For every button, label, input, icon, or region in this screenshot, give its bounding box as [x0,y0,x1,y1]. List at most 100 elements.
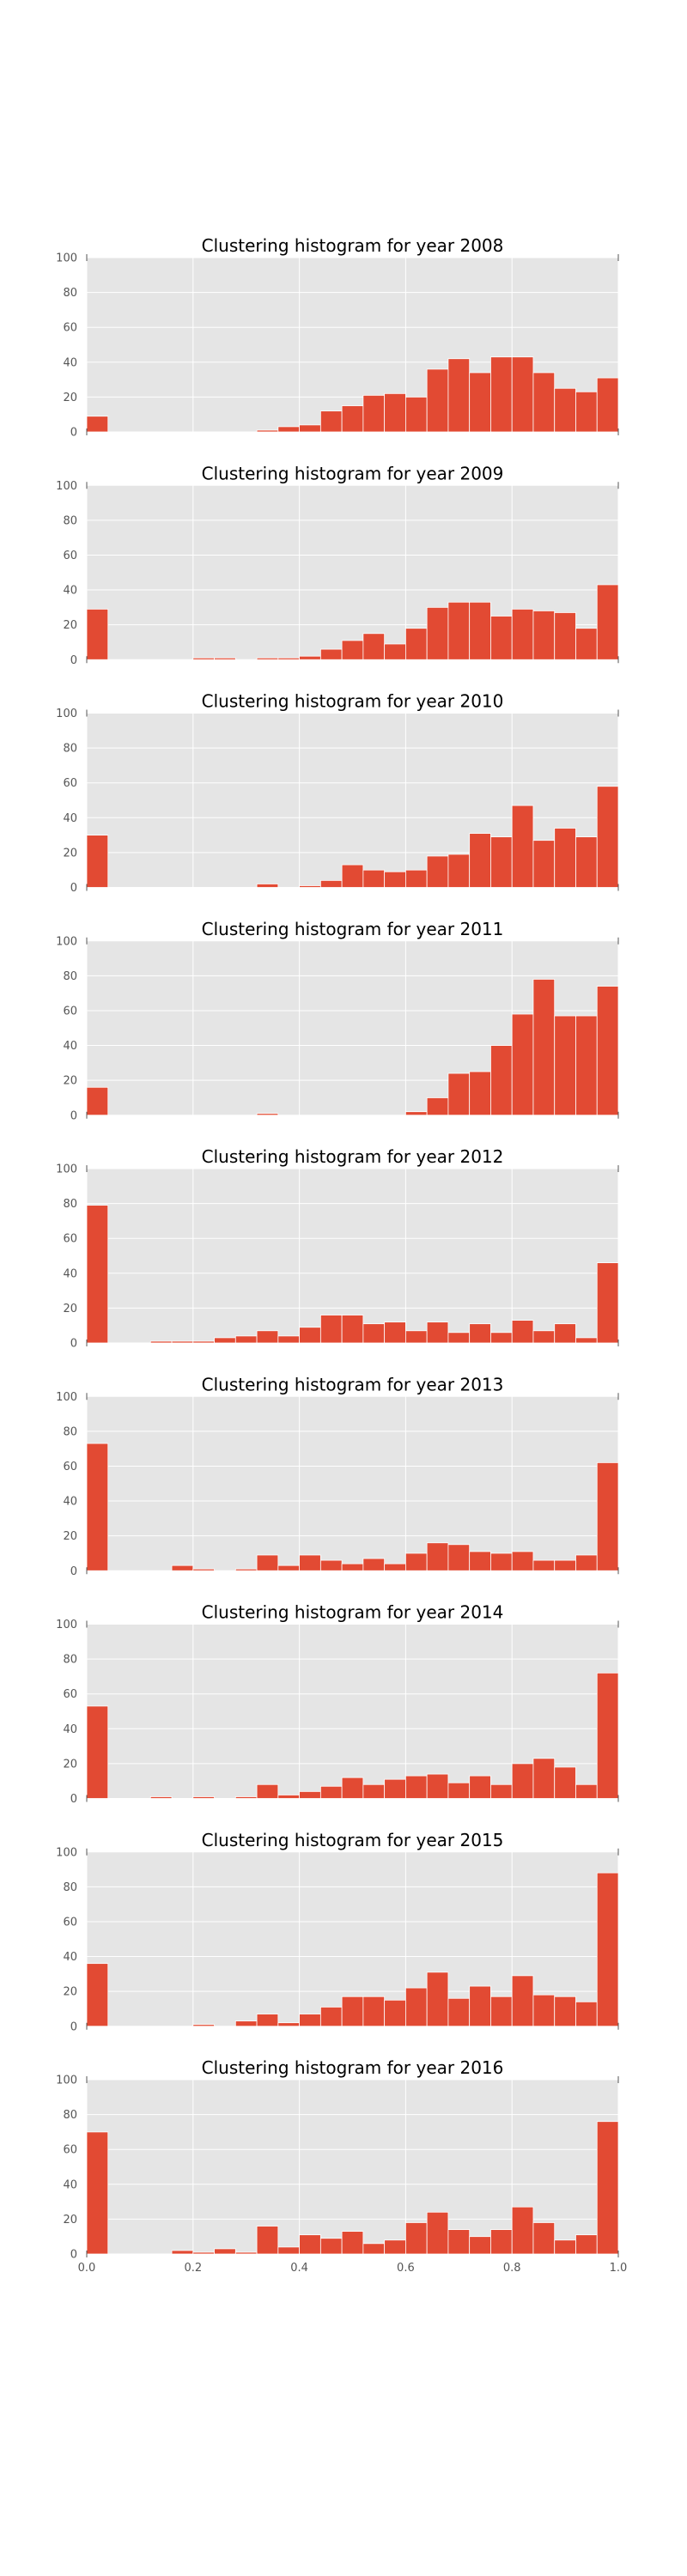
histogram-bar [469,1985,491,2027]
panel-title: Clustering histogram for year 2008 [202,235,504,256]
y-tick-label: 0 [70,427,77,440]
histogram-bar [341,864,364,888]
y-tick-label: 80 [63,1198,77,1211]
histogram-bar [277,1564,300,1571]
panel-title: Clustering histogram for year 2015 [202,1830,504,1850]
histogram-bar [404,396,428,433]
y-tick-label: 40 [63,1723,77,1736]
histogram-bar [469,1775,491,1799]
histogram-bar [575,2001,598,2027]
histogram-bar [532,372,556,433]
histogram-bar [596,1872,619,2027]
histogram-bar [384,1778,406,1799]
histogram-bar [86,1705,109,1799]
histogram-bar [256,1783,279,1799]
histogram-bar [362,633,386,660]
histogram-bar [192,2251,215,2255]
histogram-bar [149,1796,173,1799]
histogram-bar [469,601,491,660]
histogram-panel: Clustering histogram for year 2015 0 20 40 6… [56,1830,619,2033]
histogram-bar [341,1563,364,1571]
histogram-panel: Clustering histogram for year 2010 0 20 40 6… [56,691,619,895]
histogram-bar [192,1796,215,1799]
histogram-bar [532,1994,556,2027]
histogram-bar [299,2234,321,2255]
histogram-bar [575,1015,598,1116]
histogram-bar [596,986,619,1116]
histogram-bar [214,657,236,660]
histogram-bar [575,1554,598,1571]
histogram-bar [299,424,321,433]
histogram-bar [490,1045,513,1116]
histogram-bar [256,2226,279,2255]
histogram-bar [362,1783,386,1799]
y-tick-label: 20 [63,619,77,632]
histogram-bar [319,648,343,660]
histogram-bar [384,871,406,888]
histogram-bar [404,628,428,660]
histogram-bar [554,2239,576,2255]
histogram-bar [554,1996,576,2027]
histogram-bar [490,356,513,433]
y-tick-label: 60 [63,1461,77,1473]
histogram-bar [469,1071,491,1116]
histogram-panel: Clustering histogram for year 2008 0 20 40 6… [56,235,619,440]
histogram-bar [256,657,279,660]
y-tick-label: 0 [70,882,77,895]
y-tick-label: 0 [70,2249,77,2262]
histogram-bar [426,2211,449,2255]
y-tick-label: 0 [70,1109,77,1122]
y-tick-label: 100 [56,1619,77,1631]
histogram-bar [596,1672,619,1799]
histogram-bar [384,1563,406,1571]
y-tick-label: 60 [63,322,77,335]
histogram-bar [511,356,534,433]
y-tick-label: 100 [56,480,77,493]
histogram-bar [554,1766,576,1799]
histogram-bar [426,1097,449,1116]
y-tick-label: 40 [63,1267,77,1280]
histogram-bar [319,2007,343,2027]
histogram-bar [596,1461,619,1571]
histogram-bar [384,2239,406,2255]
histogram-bar [575,628,598,660]
y-tick-label: 20 [63,1303,77,1315]
histogram-bar [404,1775,428,1799]
histogram-bar [319,1559,343,1571]
y-tick-label: 20 [63,392,77,404]
histogram-bar [575,1783,598,1799]
histogram-bar [171,1340,194,1344]
histogram-bar [575,2234,598,2255]
histogram-bar [384,1999,406,2027]
histogram-bar [490,1552,513,1571]
histogram-bar [532,840,556,888]
histogram-bar [362,1323,386,1344]
histogram-bar [277,1795,300,1799]
histogram-bar [596,377,619,433]
histogram-bar [277,657,300,660]
x-tick-label: 0.2 [184,2262,202,2275]
y-tick-label: 0 [70,1793,77,1806]
histogram-bar [532,1559,556,1571]
y-tick-label: 80 [63,287,77,300]
histogram-bar [86,1443,109,1571]
histogram-bar [511,1013,534,1116]
y-tick-label: 20 [63,847,77,860]
y-tick-label: 40 [63,356,77,369]
plot-area [87,1169,618,1343]
histogram-bar [192,2024,215,2027]
histogram-bar [554,1559,576,1571]
y-tick-label: 60 [63,1233,77,1246]
histogram-bar [554,387,576,433]
histogram-bar [362,394,386,433]
histogram-bar [362,1996,386,2027]
y-tick-label: 40 [63,1951,77,1964]
histogram-bar [384,1321,406,1344]
histogram-panel: Clustering histogram for year 2011 0 20 40 6… [56,919,619,1122]
histogram-bar [532,979,556,1116]
histogram-bar [554,612,576,660]
histogram-bar [447,1544,471,1571]
y-tick-label: 80 [63,1881,77,1894]
x-tick-label: 1.0 [610,2262,628,2275]
